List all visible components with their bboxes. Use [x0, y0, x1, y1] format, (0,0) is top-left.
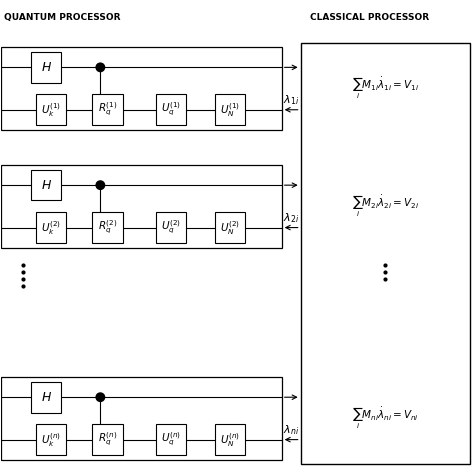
Bar [36, 212, 66, 243]
Bar [31, 382, 62, 412]
Bar [92, 94, 123, 125]
Text: $H$: $H$ [41, 391, 52, 404]
Text: $U_q^{(1)}$: $U_q^{(1)}$ [161, 101, 181, 118]
Text: $U_q^{(n)}$: $U_q^{(n)}$ [161, 431, 181, 448]
Text: $\sum_i M_{ni}\dot{\lambda}_{ni} = V_{ni}$: $\sum_i M_{ni}\dot{\lambda}_{ni} = V_{ni… [352, 406, 419, 431]
Text: $U_k^{(1)}$: $U_k^{(1)}$ [41, 101, 61, 118]
Text: $R_q^{(1)}$: $R_q^{(1)}$ [98, 101, 117, 118]
Text: $U_N^{(2)}$: $U_N^{(2)}$ [220, 219, 240, 237]
Text: $R_q^{(2)}$: $R_q^{(2)}$ [98, 219, 117, 236]
Bar [92, 424, 123, 455]
Text: $U_q^{(2)}$: $U_q^{(2)}$ [161, 219, 181, 236]
Text: $\sum_i M_{2i}\dot{\lambda}_{2i} = V_{2i}$: $\sum_i M_{2i}\dot{\lambda}_{2i} = V_{2i… [352, 193, 419, 219]
Bar [156, 94, 186, 125]
Text: $U_N^{(1)}$: $U_N^{(1)}$ [220, 101, 240, 118]
Bar [31, 52, 62, 82]
Bar [36, 94, 66, 125]
Text: $R_q^{(n)}$: $R_q^{(n)}$ [98, 431, 117, 448]
Bar [1, 165, 282, 247]
Bar [215, 424, 245, 455]
Text: $\sum_i M_{1i}\dot{\lambda}_{1i} = V_{1i}$: $\sum_i M_{1i}\dot{\lambda}_{1i} = V_{1i… [352, 76, 419, 101]
Text: $\lambda_{2i}$: $\lambda_{2i}$ [283, 211, 299, 225]
Bar [1, 377, 282, 460]
Bar [92, 212, 123, 243]
Circle shape [96, 393, 105, 401]
Text: QUANTUM PROCESSOR: QUANTUM PROCESSOR [4, 13, 120, 22]
Bar [31, 170, 62, 201]
Text: $U_N^{(n)}$: $U_N^{(n)}$ [220, 431, 240, 448]
Bar [156, 424, 186, 455]
Circle shape [96, 181, 105, 190]
Bar [36, 424, 66, 455]
Circle shape [96, 63, 105, 72]
Text: $\lambda_{1i}$: $\lambda_{1i}$ [283, 93, 299, 108]
Bar [215, 212, 245, 243]
Bar [156, 212, 186, 243]
Bar [301, 43, 470, 465]
Text: $\lambda_{ni}$: $\lambda_{ni}$ [283, 423, 299, 438]
Bar [1, 47, 282, 130]
Text: $H$: $H$ [41, 61, 52, 74]
Text: $U_k^{(n)}$: $U_k^{(n)}$ [41, 431, 61, 448]
Bar [215, 94, 245, 125]
Text: $U_k^{(2)}$: $U_k^{(2)}$ [41, 219, 61, 237]
Text: $H$: $H$ [41, 179, 52, 191]
Text: CLASSICAL PROCESSOR: CLASSICAL PROCESSOR [310, 13, 429, 22]
